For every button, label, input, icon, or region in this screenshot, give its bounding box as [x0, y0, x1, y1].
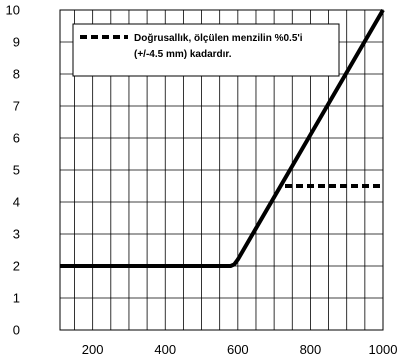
y-tick-label: 3 [13, 227, 20, 242]
legend-line-2: (+/-4.5 mm) kadardır. [134, 49, 232, 60]
y-tick-label: 6 [13, 131, 20, 146]
y-tick-label: 0 [13, 323, 20, 338]
legend-box [72, 23, 340, 77]
legend: Doğrusallık, ölçülen menzilin %0.5'i (+/… [72, 23, 340, 77]
x-tick-label: 600 [227, 342, 249, 357]
y-axis-ticks: 0 1 2 3 4 5 6 7 8 9 10 [6, 3, 20, 338]
y-tick-label: 1 [13, 291, 20, 306]
x-tick-label: 1000 [369, 342, 398, 357]
y-tick-label: 8 [13, 67, 20, 82]
legend-line-1: Doğrusallık, ölçülen menzilin %0.5'i [134, 33, 303, 44]
plot-frame [59, 9, 384, 331]
series-group [60, 8, 385, 268]
y-tick-label: 9 [13, 35, 20, 50]
plot-border [59, 9, 384, 331]
y-tick-label: 5 [13, 163, 20, 178]
x-tick-label: 400 [154, 342, 176, 357]
x-axis-ticks: 200 400 600 800 1000 [82, 342, 398, 357]
y-tick-label: 2 [13, 259, 20, 274]
x-tick-label: 200 [82, 342, 104, 357]
y-tick-label: 7 [13, 99, 20, 114]
y-tick-label: 10 [6, 3, 20, 18]
x-tick-label: 800 [300, 342, 322, 357]
y-tick-label: 4 [13, 195, 20, 210]
measurement-line [60, 8, 385, 268]
